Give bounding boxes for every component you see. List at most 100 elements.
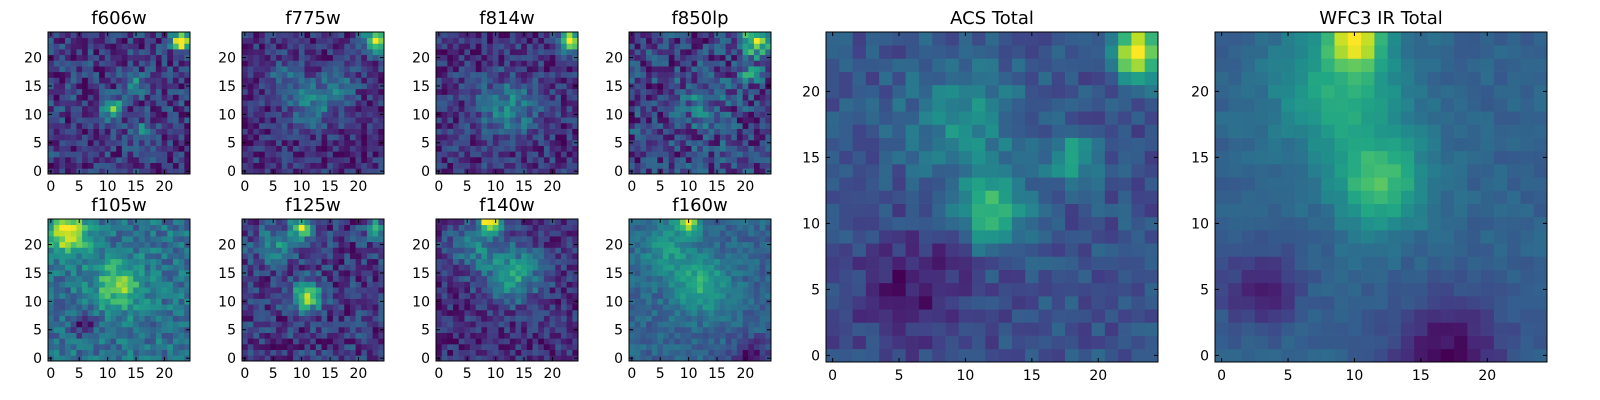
heatmap-cell bbox=[543, 253, 550, 260]
heatmap-cell bbox=[82, 100, 89, 107]
x-tick-label: 0 bbox=[434, 366, 443, 382]
heatmap-cell bbox=[321, 139, 328, 146]
heatmap-cell bbox=[663, 338, 670, 345]
heatmap-cell bbox=[640, 32, 647, 39]
y-tick-label: 10 bbox=[605, 107, 623, 123]
heatmap-cell bbox=[247, 156, 254, 163]
heatmap-cell bbox=[366, 321, 373, 328]
heatmap-cell bbox=[441, 66, 448, 73]
heatmap-cell bbox=[332, 230, 339, 237]
heatmap-cell bbox=[87, 326, 94, 333]
heatmap-cell bbox=[378, 332, 385, 339]
heatmap-cell bbox=[731, 134, 738, 141]
heatmap-cell bbox=[447, 77, 454, 84]
heatmap-cell bbox=[475, 275, 482, 282]
heatmap-cell bbox=[436, 105, 443, 112]
heatmap-cell bbox=[366, 298, 373, 305]
heatmap-cell bbox=[736, 321, 743, 328]
heatmap-cell bbox=[327, 264, 334, 271]
heatmap-cell bbox=[674, 326, 681, 333]
heatmap-cell bbox=[470, 71, 477, 78]
heatmap-cell bbox=[634, 275, 641, 282]
heatmap-cell bbox=[515, 304, 522, 311]
heatmap-cell bbox=[70, 122, 77, 129]
heatmap-cell bbox=[121, 151, 128, 158]
heatmap-cell bbox=[178, 145, 185, 152]
heatmap-cell bbox=[127, 236, 134, 243]
heatmap-cell bbox=[315, 270, 322, 277]
heatmap-cell bbox=[436, 49, 443, 56]
heatmap-cell bbox=[121, 43, 128, 50]
heatmap-cell bbox=[144, 253, 151, 260]
heatmap-cell bbox=[436, 128, 443, 135]
heatmap-cell bbox=[99, 224, 106, 231]
heatmap-cell bbox=[691, 315, 698, 322]
heatmap-cell bbox=[293, 54, 300, 61]
heatmap-cell bbox=[150, 321, 157, 328]
heatmap-cell bbox=[441, 275, 448, 282]
heatmap-cell bbox=[315, 111, 322, 118]
heatmap-cell bbox=[338, 134, 345, 141]
heatmap-cell bbox=[155, 275, 162, 282]
heatmap-cell bbox=[104, 298, 111, 305]
heatmap-cell bbox=[453, 105, 460, 112]
heatmap-cell bbox=[372, 292, 379, 299]
heatmap-cell bbox=[93, 298, 100, 305]
heatmap-cell bbox=[674, 32, 681, 39]
heatmap-cell bbox=[172, 77, 179, 84]
heatmap-cell bbox=[310, 134, 317, 141]
heatmap-cell bbox=[104, 281, 111, 288]
heatmap-cell bbox=[515, 315, 522, 322]
heatmap-cell bbox=[310, 326, 317, 333]
heatmap-cell bbox=[640, 94, 647, 101]
heatmap-cell bbox=[82, 292, 89, 299]
heatmap-cell bbox=[640, 275, 647, 282]
heatmap-cell bbox=[110, 281, 117, 288]
heatmap-cell bbox=[65, 117, 72, 124]
heatmap-cell bbox=[144, 105, 151, 112]
heatmap-cell bbox=[634, 332, 641, 339]
heatmap-cell bbox=[657, 321, 664, 328]
heatmap-cell bbox=[560, 77, 567, 84]
heatmap-cell bbox=[287, 343, 294, 350]
heatmap-cell bbox=[276, 43, 283, 50]
heatmap-cell bbox=[538, 304, 545, 311]
heatmap-cell bbox=[481, 94, 488, 101]
heatmap-cell bbox=[719, 71, 726, 78]
heatmap-cell bbox=[549, 83, 556, 90]
heatmap-cell bbox=[172, 100, 179, 107]
heatmap-cell bbox=[464, 43, 471, 50]
heatmap-cell bbox=[144, 71, 151, 78]
heatmap-cell bbox=[184, 264, 191, 271]
heatmap-cell bbox=[447, 309, 454, 316]
heatmap-cell bbox=[453, 128, 460, 135]
heatmap-cell bbox=[458, 43, 465, 50]
heatmap-cell bbox=[276, 298, 283, 305]
heatmap-cell bbox=[372, 71, 379, 78]
heatmap-cell bbox=[470, 134, 477, 141]
heatmap-cell bbox=[332, 264, 339, 271]
heatmap-cell bbox=[59, 264, 66, 271]
heatmap-cell bbox=[127, 54, 134, 61]
heatmap-cell bbox=[765, 43, 772, 50]
heatmap-cell bbox=[99, 32, 106, 39]
heatmap-cell bbox=[470, 309, 477, 316]
heatmap-cell bbox=[104, 309, 111, 316]
heatmap-cell bbox=[167, 241, 174, 248]
heatmap-cell bbox=[127, 298, 134, 305]
heatmap-cell bbox=[680, 298, 687, 305]
heatmap-cell bbox=[504, 292, 511, 299]
heatmap-cell bbox=[651, 128, 658, 135]
heatmap-cell bbox=[344, 219, 351, 226]
heatmap-cell bbox=[487, 309, 494, 316]
heatmap-cell bbox=[366, 264, 373, 271]
heatmap-cell bbox=[184, 332, 191, 339]
heatmap-cell bbox=[167, 117, 174, 124]
heatmap-cell bbox=[310, 230, 317, 237]
heatmap-cell bbox=[270, 77, 277, 84]
heatmap-cell bbox=[93, 292, 100, 299]
heatmap-cell bbox=[287, 156, 294, 163]
heatmap-cell bbox=[453, 54, 460, 61]
heatmap-cell bbox=[253, 151, 260, 158]
